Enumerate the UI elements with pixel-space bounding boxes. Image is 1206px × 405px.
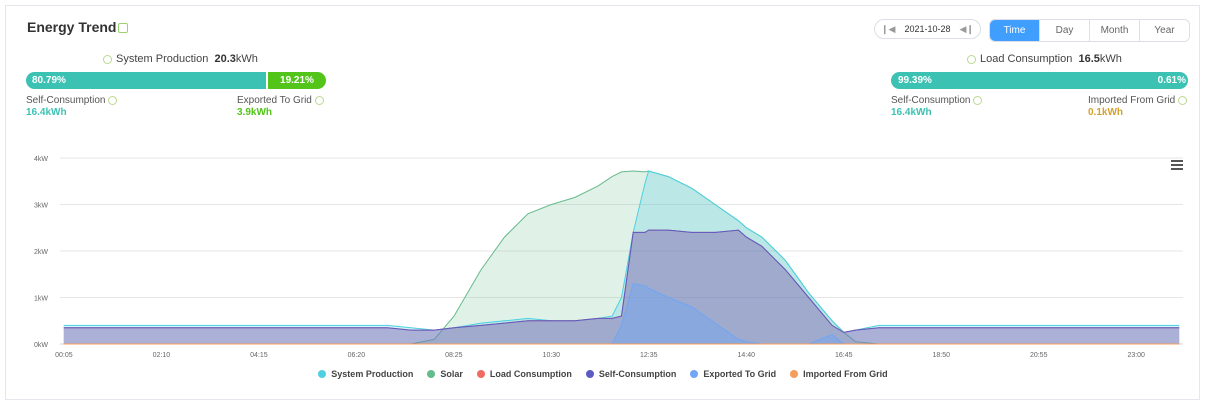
date-value[interactable]: 2021-10-28 [904, 24, 951, 34]
consumption-import-pct: 0.61% [1157, 75, 1186, 86]
info-icon[interactable] [118, 23, 128, 33]
x-tick-label: 10:30 [543, 352, 561, 359]
legend-label: Self-Consumption [598, 369, 677, 379]
series-line-self-consumption [63, 229, 1180, 333]
prev-date-icon[interactable]: ❙◀ [881, 23, 896, 34]
series-area-system-production [63, 171, 1180, 344]
legend-label: Load Consumption [489, 369, 572, 379]
production-ratio-bar: 80.79% 19.21% [26, 72, 326, 89]
consumption-unit: kWh [1099, 53, 1122, 65]
series-area-self-consumption [63, 230, 1180, 344]
legend-marker [476, 370, 485, 378]
page-title: Energy Trend [27, 19, 117, 35]
info-icon[interactable] [103, 54, 112, 64]
chart-legend: System Production Solar Load Consumption Se… [0, 369, 1206, 379]
legend-label: Solar [440, 369, 463, 379]
legend-marker [690, 370, 699, 378]
series-area-solar [63, 171, 1180, 344]
consumption-import-label: Imported From Grid [1088, 95, 1176, 106]
production-summary: System Production 20.3kWh [103, 53, 258, 65]
production-self-pct: 80.79% [32, 75, 66, 86]
legend-marker [585, 370, 594, 378]
x-tick-label: 20:55 [1030, 352, 1048, 359]
legend-marker [318, 370, 327, 378]
consumption-self-segment: 99.39% [891, 72, 1127, 89]
x-tick-label: 18:50 [932, 352, 950, 359]
legend-label: System Production [331, 369, 414, 379]
info-icon[interactable] [314, 95, 324, 105]
x-tick-label: 08:25 [445, 352, 463, 359]
tab-day[interactable]: Day [1039, 20, 1089, 41]
next-date-icon[interactable]: ◀❙ [959, 23, 974, 34]
production-export-label: Exported To Grid [237, 95, 312, 106]
production-self-segment: 80.79% [26, 72, 266, 89]
legend-label: Exported To Grid [703, 369, 777, 379]
x-tick-label: 23:00 [1127, 352, 1145, 359]
production-export-label-row: Exported To Grid [237, 95, 328, 106]
info-icon[interactable] [108, 95, 118, 105]
legend-item[interactable]: Self-Consumption [585, 369, 677, 379]
chart-menu-icon[interactable] [1171, 160, 1183, 172]
production-self-label-row: Self-Consumption [26, 95, 121, 106]
consumption-ratio-bar: 99.39% 0.61% [891, 72, 1188, 89]
y-tick-label: 0kW [34, 342, 48, 349]
tab-time[interactable]: Time [990, 20, 1039, 41]
x-tick-label: 14:40 [738, 352, 756, 359]
consumption-summary: Load Consumption 16.5kWh [967, 53, 1122, 65]
production-export-pct: 19.21% [280, 75, 314, 86]
date-picker[interactable]: ❙◀ 2021-10-28 ◀❙ [874, 19, 981, 39]
period-tabs: Time Day Month Year [989, 19, 1190, 42]
consumption-self-label-row: Self-Consumption [891, 95, 986, 106]
production-unit: kWh [235, 53, 258, 65]
series-line-solar [63, 170, 1180, 345]
tab-year[interactable]: Year [1139, 20, 1189, 41]
consumption-label: Load Consumption [980, 53, 1073, 65]
legend-marker [790, 370, 799, 378]
info-icon[interactable] [967, 54, 976, 64]
series-area-load-consumption [63, 230, 1180, 344]
legend-label: Imported From Grid [803, 369, 888, 379]
legend-item[interactable]: Imported From Grid [790, 369, 888, 379]
x-tick-label: 06:20 [348, 352, 366, 359]
production-self-value: 16.4kWh [26, 107, 67, 118]
tab-month[interactable]: Month [1089, 20, 1139, 41]
production-self-label: Self-Consumption [26, 95, 106, 106]
y-tick-label: 1kW [34, 296, 48, 303]
consumption-value: 16.5 [1078, 53, 1100, 65]
info-icon[interactable] [973, 95, 983, 105]
x-tick-label: 02:10 [153, 352, 171, 359]
x-tick-label: 04:15 [250, 352, 268, 359]
consumption-import-segment: 0.61% [1126, 72, 1188, 89]
consumption-self-pct: 99.39% [898, 75, 932, 86]
production-value: 20.3 [214, 53, 236, 65]
legend-marker [427, 370, 436, 378]
legend-item[interactable]: Exported To Grid [690, 369, 776, 379]
y-tick-label: 3kW [34, 203, 48, 210]
consumption-import-label-row: Imported From Grid [1088, 95, 1191, 106]
info-icon[interactable] [1178, 95, 1188, 105]
x-tick-label: 16:45 [835, 352, 853, 359]
production-export-value: 3.9kWh [237, 107, 273, 118]
series-area-exported-to-grid [63, 283, 1180, 344]
x-tick-label: 12:35 [640, 352, 658, 359]
production-label: System Production [116, 53, 209, 65]
production-export-segment: 19.21% [268, 72, 326, 89]
consumption-self-label: Self-Consumption [891, 95, 971, 106]
y-tick-label: 2kW [34, 249, 48, 256]
y-tick-label: 4kW [34, 156, 48, 163]
consumption-import-value: 0.1kWh [1088, 107, 1124, 118]
x-tick-label: 00:05 [55, 352, 73, 359]
energy-trend-panel [5, 5, 1200, 400]
legend-item[interactable]: System Production [318, 369, 413, 379]
consumption-self-value: 16.4kWh [891, 107, 932, 118]
legend-item[interactable]: Solar [427, 369, 463, 379]
legend-item[interactable]: Load Consumption [476, 369, 572, 379]
